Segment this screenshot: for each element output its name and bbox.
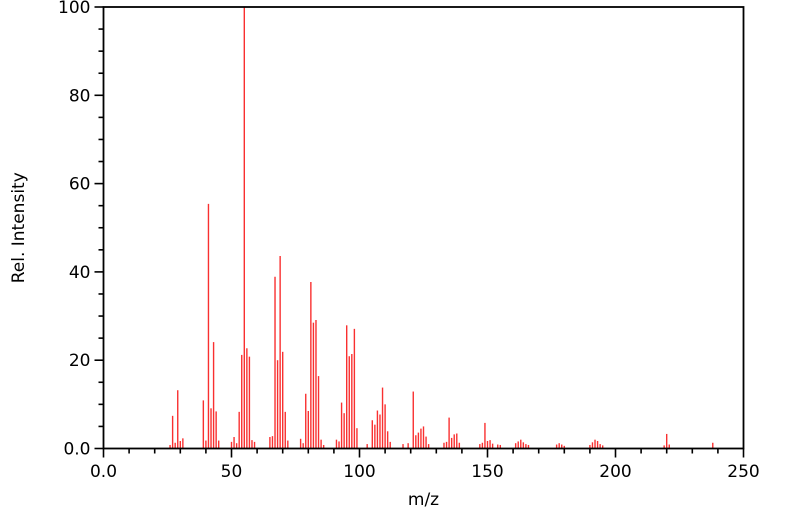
x-tick-label: 250 <box>727 462 759 482</box>
y-tick-label: 60 <box>69 175 91 195</box>
y-tick-label: 0.0 <box>63 440 90 460</box>
x-tick-label: 50 <box>221 462 243 482</box>
y-tick-label: 80 <box>69 86 91 106</box>
x-tick-label: 200 <box>599 462 631 482</box>
plot-frame <box>102 6 745 450</box>
x-tick-label: 100 <box>343 462 375 482</box>
y-tick-label: 100 <box>58 0 90 18</box>
x-tick-label: 0.0 <box>90 462 117 482</box>
y-axis-title: Rel. Intensity <box>9 172 29 283</box>
y-tick-label: 20 <box>69 351 91 371</box>
y-tick-label: 40 <box>69 263 91 283</box>
x-axis-title: m/z <box>408 490 439 510</box>
x-tick-label: 150 <box>471 462 503 482</box>
